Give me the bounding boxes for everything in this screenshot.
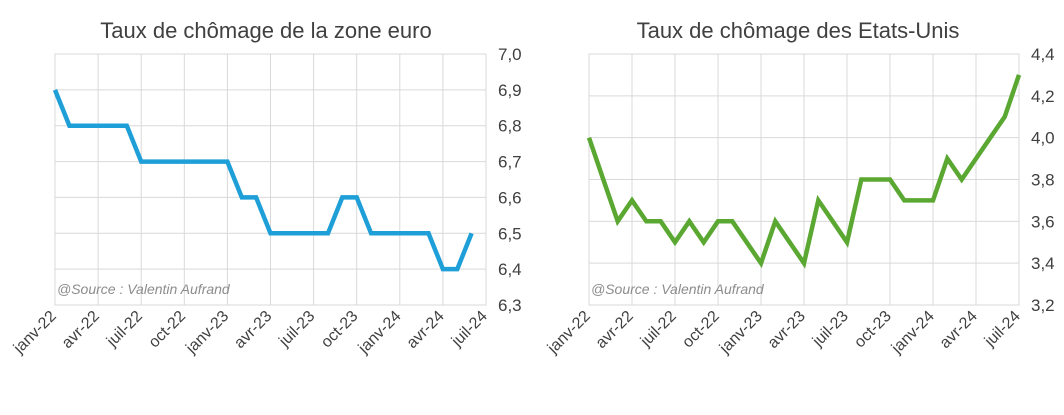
euro-y-tick-label: 6,5 — [498, 224, 522, 243]
euro-x-tick-label: juil-24 — [448, 308, 491, 351]
euro-x-tick-label: juil-22 — [103, 308, 146, 351]
us-y-tick-label: 3,2 — [1031, 296, 1055, 315]
us-x-tick-label: avr-24 — [937, 308, 981, 352]
euro-x-tick-label: janv-22 — [10, 308, 60, 358]
us-x-tick-label: juil-23 — [809, 308, 852, 351]
us-plot-frame — [588, 53, 1020, 306]
euro-chart-title: Taux de chômage de la zone euro — [100, 18, 431, 43]
us-y-tick-label: 3,8 — [1031, 171, 1055, 190]
euro-source-note: @Source : Valentin Aufrand — [57, 281, 231, 297]
euro-series-line — [52, 89, 474, 272]
euro-unemployment-chart: Taux de chômage de la zone euro 6,3 6,4 6,5… — [10, 18, 522, 358]
us-y-tick-label: 4,0 — [1031, 129, 1055, 148]
us-x-tick-label: juil-22 — [637, 308, 680, 351]
euro-y-tick-label: 6,9 — [498, 81, 522, 100]
euro-x-tick-label: juil-23 — [276, 308, 319, 351]
us-x-tick-label: juil-24 — [981, 308, 1024, 351]
euro-x-tick-label: avr-23 — [231, 308, 275, 352]
euro-x-tick-label: janv-24 — [355, 308, 405, 358]
euro-plot-frame — [54, 53, 487, 306]
us-y-tick-label: 3,6 — [1031, 212, 1055, 231]
euro-y-tick-label: 6,4 — [498, 260, 522, 279]
us-source-note: @Source : Valentin Aufrand — [591, 281, 765, 297]
euro-x-tick-label: avr-24 — [404, 308, 448, 352]
us-x-tick-label: avr-23 — [765, 308, 809, 352]
euro-y-tick-label: 6,3 — [498, 296, 522, 315]
us-chart-title: Taux de chômage des Etats-Unis — [637, 18, 960, 43]
us-x-tick-label: avr-22 — [593, 308, 637, 352]
us-y-tick-label: 4,2 — [1031, 87, 1055, 106]
us-y-tick-label: 4,4 — [1031, 45, 1055, 64]
euro-y-tick-label: 6,7 — [498, 153, 522, 172]
us-y-tick-label: 3,4 — [1031, 254, 1055, 273]
euro-y-tick-label: 7,0 — [498, 45, 522, 64]
euro-y-tick-label: 6,6 — [498, 188, 522, 207]
us-series-line — [586, 74, 1022, 269]
euro-y-tick-label: 6,8 — [498, 117, 522, 136]
euro-x-tick-label: janv-23 — [182, 308, 232, 358]
us-x-tick-label: janv-24 — [888, 308, 938, 358]
euro-x-tick-label: avr-22 — [59, 308, 103, 352]
us-unemployment-chart: Taux de chômage des Etats-Unis 3,2 3,4 3,6 3… — [544, 18, 1055, 358]
us-x-tick-label: janv-22 — [544, 308, 594, 358]
us-x-tick-label: janv-23 — [716, 308, 766, 358]
